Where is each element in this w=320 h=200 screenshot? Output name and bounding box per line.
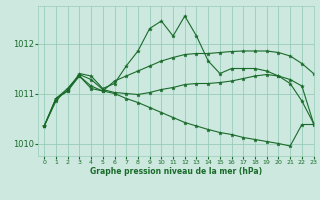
X-axis label: Graphe pression niveau de la mer (hPa): Graphe pression niveau de la mer (hPa) bbox=[90, 167, 262, 176]
